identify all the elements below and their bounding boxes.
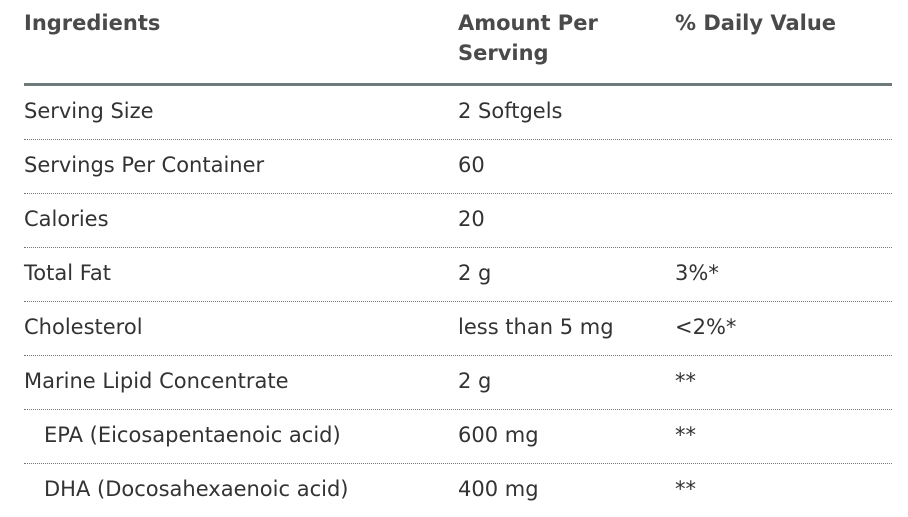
table-cell: 2 g (458, 261, 492, 285)
table-row: Calories 20 (24, 194, 892, 248)
table-cell: 2 g (458, 369, 492, 393)
table-row: Marine Lipid Concentrate 2 g ** (24, 356, 892, 410)
header-rule (24, 83, 892, 86)
column-header: Ingredients (24, 11, 161, 35)
table-row: Cholesterol less than 5 mg <2%* (24, 302, 892, 356)
table-cell: 60 (458, 153, 485, 177)
table-cell: 400 mg (458, 477, 539, 501)
table-row: Serving Size 2 Softgels (24, 86, 892, 140)
column-header: Amount Per Serving (458, 11, 598, 65)
table-cell: less than 5 mg (458, 315, 614, 339)
table-cell: <2%* (675, 315, 737, 339)
table-cell: Servings Per Container (24, 153, 265, 177)
table-cell: ** (675, 477, 696, 501)
table-cell: 20 (458, 207, 485, 231)
table-cell: Marine Lipid Concentrate (24, 369, 289, 393)
table-row: EPA (Eicosapentaenoic acid) 600 mg ** (24, 410, 892, 464)
table-row: Servings Per Container 60 (24, 140, 892, 194)
table-cell: Cholesterol (24, 315, 143, 339)
column-header: % Daily Value (675, 11, 837, 35)
table-cell: EPA (Eicosapentaenoic acid) (44, 423, 341, 447)
table-cell: Calories (24, 207, 109, 231)
table-row: Total Fat 2 g 3%* (24, 248, 892, 302)
table-cell: Serving Size (24, 99, 154, 123)
table-cell: DHA (Docosahexaenoic acid) (44, 477, 349, 501)
table-row: DHA (Docosahexaenoic acid) 400 mg ** (24, 464, 892, 517)
table-cell: 2 Softgels (458, 99, 563, 123)
table-cell: Total Fat (24, 261, 111, 285)
table-cell: 3%* (675, 261, 719, 285)
table-cell: 600 mg (458, 423, 539, 447)
table-cell: ** (675, 423, 696, 447)
table-cell: ** (675, 369, 696, 393)
